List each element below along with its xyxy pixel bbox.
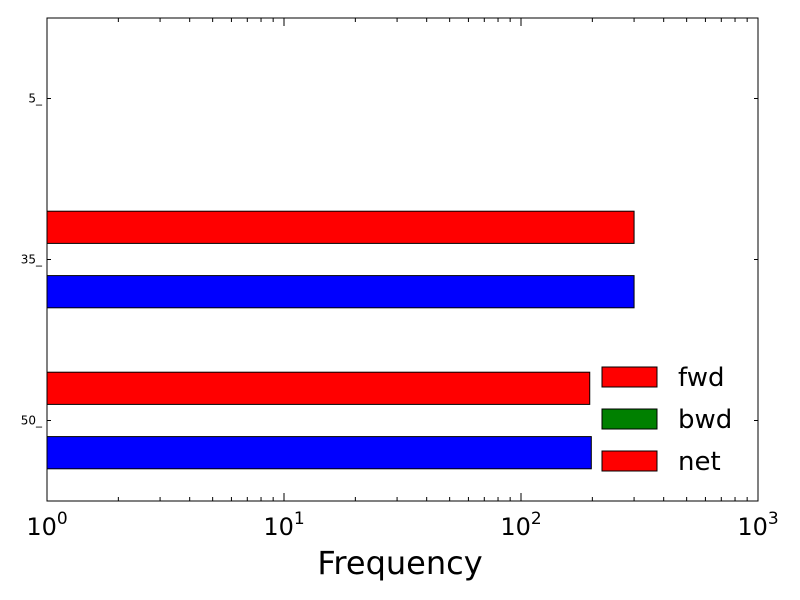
plot-frame bbox=[46, 17, 759, 502]
bar-fwd-2 bbox=[46, 371, 591, 405]
bar-net-1 bbox=[46, 275, 635, 309]
x-tick-label: 101 bbox=[263, 509, 304, 541]
legend-swatch-net bbox=[601, 450, 658, 472]
legend-swatch-bwd bbox=[601, 408, 658, 430]
x-tick-label: 102 bbox=[500, 509, 541, 541]
x-axis-label: Frequency bbox=[317, 544, 482, 582]
legend-label-fwd: fwd bbox=[678, 363, 724, 393]
legend-swatch-fwd bbox=[601, 366, 658, 388]
x-tick-label: 103 bbox=[737, 509, 778, 541]
legend-label-bwd: bwd bbox=[678, 405, 732, 435]
y-tick-label: 50_ bbox=[21, 414, 43, 428]
bar-net-2 bbox=[46, 436, 592, 470]
y-tick-label: 35_ bbox=[21, 253, 43, 267]
legend-label-net: net bbox=[678, 447, 721, 477]
x-tick-label: 100 bbox=[26, 509, 67, 541]
y-tick-label: 5_ bbox=[28, 92, 43, 106]
legend: fwd bwd net bbox=[601, 363, 732, 477]
bar-fwd-1 bbox=[46, 210, 635, 244]
bars-layer bbox=[46, 210, 635, 470]
ticks-layer: 5_ 35_ 50_ 100 101 102 103 bbox=[21, 18, 779, 541]
